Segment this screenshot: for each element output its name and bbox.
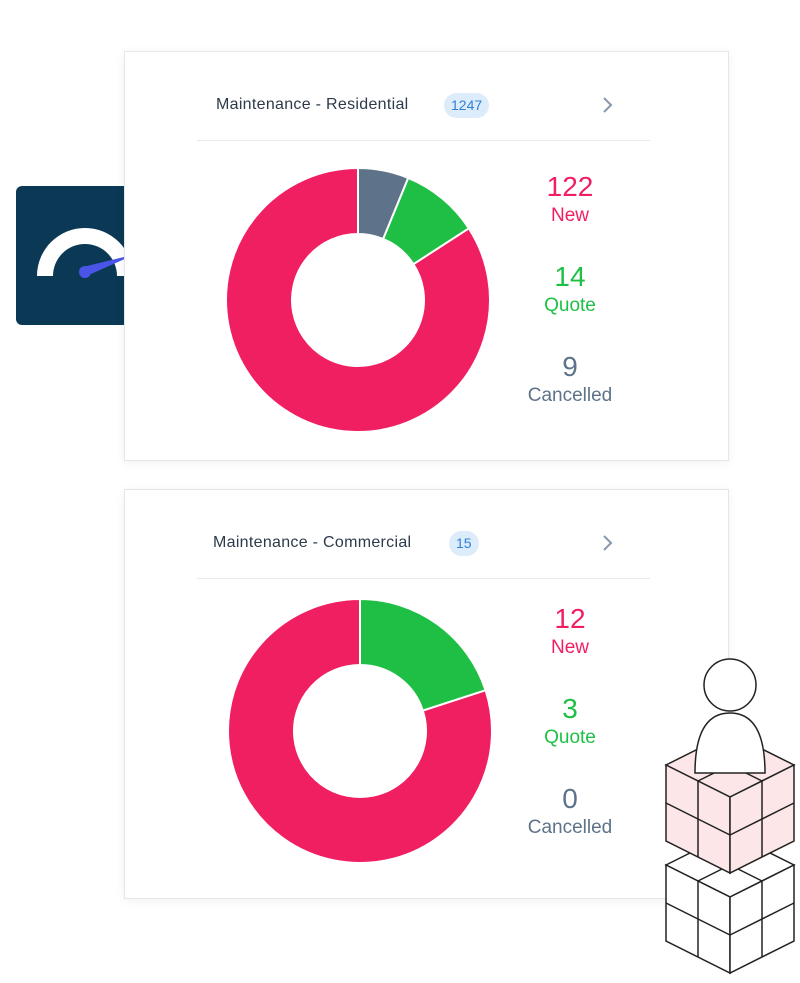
new-count: 12 <box>554 603 586 634</box>
new-label: New <box>550 637 589 658</box>
commercial-card: Maintenance - Commercial 15 12 New 3 Quo… <box>124 489 729 899</box>
legend-item-cancelled: 9 Cancelled <box>515 350 625 440</box>
legend-item-new: 12 New <box>515 602 625 692</box>
donut-slice-quote <box>359 597 487 712</box>
donut-slice-new <box>227 597 493 864</box>
cancelled-label: Cancelled <box>527 817 613 838</box>
residential-card: Maintenance - Residential 1247 122 New 1… <box>124 51 729 461</box>
count-badge: 1247 <box>444 93 490 118</box>
card-title: Maintenance - Commercial <box>213 534 412 551</box>
chevron-right-icon[interactable] <box>598 532 618 554</box>
card-header: Maintenance - Residential 1247 <box>197 82 650 141</box>
quote-label: Quote <box>544 727 596 748</box>
donut-slice-cancelled <box>357 166 410 241</box>
new-count: 122 <box>546 171 594 202</box>
quote-count: 14 <box>554 261 586 292</box>
quote-count: 3 <box>562 693 578 724</box>
legend-item-new: 122 New <box>515 170 625 260</box>
chart-legend: 12 New 3 Quote 0 Cancelled <box>515 602 625 872</box>
new-label: New <box>550 205 589 226</box>
donut-slice-new <box>225 166 491 433</box>
cancelled-count: 0 <box>562 783 578 814</box>
quote-label: Quote <box>544 295 596 316</box>
card-header: Maintenance - Commercial 15 <box>197 520 650 579</box>
cancelled-label: Cancelled <box>527 385 613 406</box>
legend-item-cancelled: 0 Cancelled <box>515 782 625 872</box>
chart-legend: 122 New 14 Quote 9 Cancelled <box>515 170 625 440</box>
person-on-cube-stack-icon <box>664 658 796 975</box>
count-badge: 15 <box>449 531 479 556</box>
donut-chart <box>225 166 491 433</box>
chevron-right-icon[interactable] <box>598 94 618 116</box>
cancelled-count: 9 <box>562 351 578 382</box>
legend-item-quote: 3 Quote <box>515 692 625 782</box>
card-title: Maintenance - Residential <box>216 96 409 113</box>
donut-chart <box>227 597 493 864</box>
speedometer-gauge-icon <box>37 228 136 278</box>
legend-item-quote: 14 Quote <box>515 260 625 350</box>
